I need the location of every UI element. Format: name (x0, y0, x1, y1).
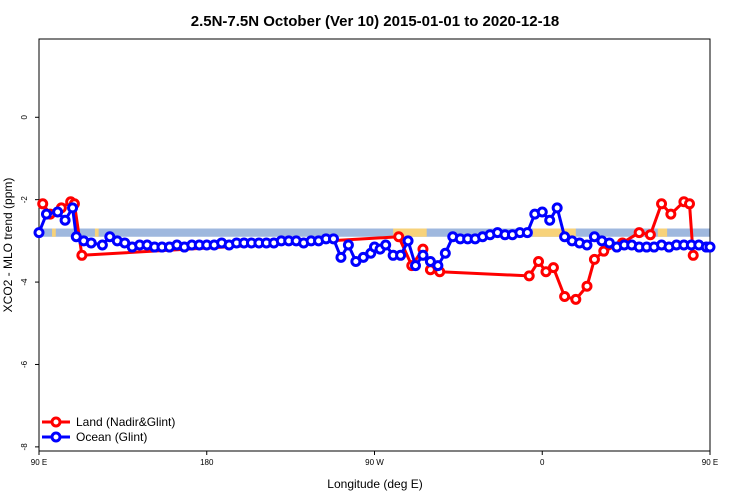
ocean-band (39, 228, 710, 237)
data-point-ocean (40, 208, 52, 220)
data-point-ocean (581, 239, 593, 251)
land-band-span (532, 228, 576, 237)
x-tick-label: 90 W (365, 458, 384, 467)
data-point-land (683, 198, 695, 210)
data-point-land (588, 253, 600, 265)
chart-title: 2.5N-7.5N October (Ver 10) 2015-01-01 to… (191, 13, 560, 30)
x-tick-label: 180 (200, 458, 214, 467)
y-tick-label: -4 (20, 278, 29, 286)
data-point-ocean (402, 235, 414, 247)
x-tick-label: 0 (540, 458, 545, 467)
legend-marker-land (50, 416, 62, 428)
data-point-land (533, 255, 545, 267)
data-point-ocean (67, 202, 79, 214)
data-point-ocean (704, 241, 716, 253)
data-point-ocean (395, 249, 407, 261)
legend-label-land: Land (Nadir&Glint) (76, 415, 175, 429)
data-point-land (559, 291, 571, 302)
data-point-ocean (96, 239, 108, 251)
data-point-land (547, 262, 559, 274)
data-point-land (633, 227, 645, 239)
data-point-land (656, 198, 668, 210)
data-point-land (37, 198, 49, 210)
data-point-ocean (327, 233, 339, 245)
data-point-ocean (544, 214, 556, 226)
y-tick-label: -2 (20, 196, 29, 204)
data-point-land (570, 293, 582, 305)
data-point-ocean (52, 206, 64, 218)
x-axis-label: Longitude (deg E) (327, 477, 422, 491)
data-point-ocean (536, 206, 548, 218)
data-point-ocean (33, 227, 45, 239)
data-point-land (393, 231, 405, 243)
data-point-land (665, 208, 677, 220)
data-point-land (581, 280, 593, 292)
data-point-ocean (85, 237, 97, 249)
data-point-ocean (439, 247, 451, 259)
land-band-span (94, 228, 99, 237)
data-point-ocean (521, 227, 533, 239)
y-axis-label: XCO2 - MLO trend (ppm) (1, 178, 15, 313)
legend: Land (Nadir&Glint) Ocean (Glint) (42, 415, 175, 444)
data-point-ocean (551, 202, 563, 214)
land-mask-band (39, 228, 710, 237)
data-point-land (523, 270, 535, 282)
legend-marker-ocean (50, 431, 62, 443)
y-tick-label: 0 (20, 115, 29, 120)
land-band-span (657, 228, 668, 237)
y-axis: 0 -2 -4 -6 -8 (20, 115, 39, 451)
data-point-ocean (410, 260, 422, 272)
series-layer (33, 196, 716, 305)
data-point-ocean (59, 214, 71, 226)
data-point-ocean (342, 239, 354, 251)
data-point-land (644, 229, 656, 241)
legend-label-ocean: Ocean (Glint) (76, 430, 147, 444)
x-tick-label: 90 E (702, 458, 718, 467)
data-point-land (598, 245, 610, 257)
x-axis: 90 E 180 90 W 0 90 E (31, 451, 718, 467)
data-point-ocean (417, 249, 429, 261)
data-point-ocean (335, 251, 347, 263)
data-point-land (76, 249, 88, 261)
y-tick-label: -8 (20, 443, 29, 451)
land-band-span (393, 228, 427, 237)
data-point-ocean (380, 239, 392, 251)
y-tick-label: -6 (20, 360, 29, 368)
x-tick-label: 90 E (31, 458, 47, 467)
data-point-ocean (432, 260, 444, 272)
data-point-land (687, 249, 699, 261)
land-band-span (52, 228, 56, 237)
